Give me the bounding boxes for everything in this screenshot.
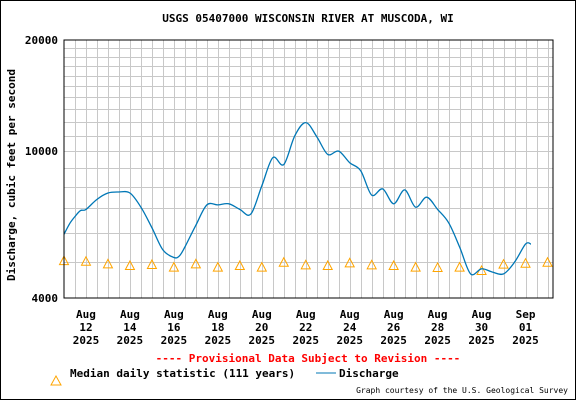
median-marker (102, 258, 114, 269)
x-tick-label: 20 (255, 321, 268, 334)
x-tick-label: 2025 (424, 334, 451, 347)
grid-lines (64, 40, 553, 298)
median-marker (388, 259, 399, 270)
median-marker (322, 259, 334, 270)
x-tick-label: 2025 (380, 334, 407, 347)
x-tick-label: Aug (384, 308, 404, 321)
median-marker (366, 259, 378, 270)
median-marker (256, 261, 268, 272)
x-tick-label: Aug (428, 308, 448, 321)
x-tick-label: 2025 (468, 334, 495, 347)
legend-discharge-label: Discharge (339, 367, 399, 380)
median-markers (58, 255, 553, 275)
median-marker (168, 261, 180, 272)
x-tick-label: 2025 (293, 334, 320, 347)
x-tick-label: 2025 (205, 334, 232, 347)
x-tick-label: Aug (252, 308, 272, 321)
x-tick-label: 2025 (512, 334, 539, 347)
median-marker (542, 256, 553, 267)
median-marker (80, 255, 92, 266)
x-tick-label: Aug (164, 308, 184, 321)
x-tick-label: 12 (79, 321, 92, 334)
x-tick-label: 16 (167, 321, 181, 334)
x-tick-label: 2025 (73, 334, 100, 347)
provisional-notice: ---- Provisional Data Subject to Revisio… (156, 352, 461, 365)
x-tick-label: Aug (208, 308, 228, 321)
x-tick-label: Aug (296, 308, 316, 321)
plot-area (63, 39, 554, 299)
median-marker (344, 257, 356, 268)
x-tick-label: 2025 (249, 334, 276, 347)
legend: Median daily statistic (111 years) Disch… (50, 367, 399, 386)
x-tick-label: Aug (120, 308, 140, 321)
x-tick-label: Aug (76, 308, 96, 321)
median-marker (498, 258, 509, 269)
x-tick-label: 28 (431, 321, 444, 334)
x-tick-label: 14 (123, 321, 137, 334)
x-tick-label: 2025 (336, 334, 363, 347)
x-tick-label: 26 (387, 321, 401, 334)
median-marker (146, 258, 158, 269)
median-marker (278, 256, 290, 267)
x-tick-label: 24 (343, 321, 357, 334)
y-tick-label: 4000 (32, 292, 59, 305)
y-tick-label: 10000 (25, 145, 58, 158)
x-tick-labels: Aug122025Aug142025Aug162025Aug182025Aug2… (73, 308, 539, 347)
y-tick-label: 20000 (25, 34, 58, 47)
median-marker (190, 258, 202, 269)
x-tick-label: 30 (475, 321, 488, 334)
x-tick-label: 22 (299, 321, 312, 334)
credit-text: Graph courtesy of the U.S. Geological Su… (356, 386, 568, 395)
median-marker (454, 261, 465, 272)
x-tick-label: 2025 (161, 334, 188, 347)
median-marker (234, 259, 246, 270)
median-marker (124, 259, 136, 270)
median-marker (300, 259, 312, 270)
median-marker (410, 261, 421, 272)
y-axis-label: Discharge, cubic feet per second (5, 69, 18, 281)
y-tick-labels: 4000 10000 20000 (25, 34, 58, 305)
median-marker (212, 261, 224, 272)
x-tick-label: Aug (472, 308, 492, 321)
x-tick-label: 18 (211, 321, 224, 334)
median-marker (432, 261, 443, 272)
x-tick-label: Sep (516, 308, 536, 321)
chart-title: USGS 05407000 WISCONSIN RIVER AT MUSCODA… (162, 12, 453, 25)
legend-median-label: Median daily statistic (111 years) (70, 367, 295, 380)
x-tick-label: 2025 (117, 334, 144, 347)
x-tick-label: 01 (519, 321, 533, 334)
x-tick-label: Aug (340, 308, 360, 321)
median-marker (520, 257, 531, 268)
discharge-line (63, 121, 532, 276)
legend-median-icon (50, 374, 62, 386)
